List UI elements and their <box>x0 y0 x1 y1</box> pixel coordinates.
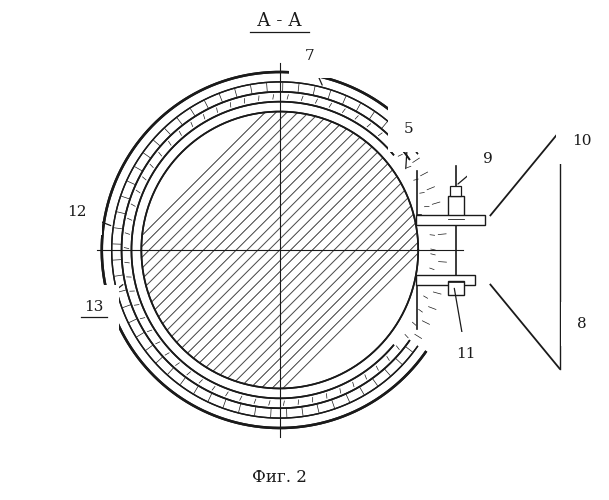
Text: 8: 8 <box>577 317 586 331</box>
Wedge shape <box>97 67 463 433</box>
Text: 12: 12 <box>68 206 87 220</box>
FancyBboxPatch shape <box>448 196 463 218</box>
FancyBboxPatch shape <box>448 281 463 295</box>
FancyBboxPatch shape <box>450 186 462 196</box>
FancyBboxPatch shape <box>416 216 485 226</box>
Text: А - А: А - А <box>258 12 302 30</box>
Text: 10: 10 <box>572 134 591 148</box>
Text: 9: 9 <box>482 152 492 166</box>
Text: Фиг. 2: Фиг. 2 <box>252 469 307 486</box>
Circle shape <box>97 67 463 433</box>
Text: 13: 13 <box>84 300 104 314</box>
Text: 7: 7 <box>304 49 314 63</box>
FancyBboxPatch shape <box>416 274 475 284</box>
Text: 11: 11 <box>456 347 476 361</box>
Text: 5: 5 <box>404 122 413 136</box>
